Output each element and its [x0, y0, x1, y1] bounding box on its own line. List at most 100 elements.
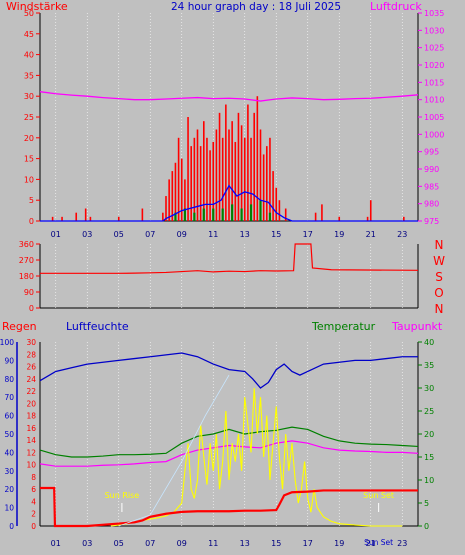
top-x-tick-label: 13 [240, 230, 250, 239]
compass-label: S [435, 270, 443, 284]
temp-tick-label: 30 [424, 384, 434, 393]
pressure-tick-label: 975 [424, 217, 439, 226]
pressure-tick-label: 1000 [424, 130, 444, 139]
temp-tick-label: 5 [424, 499, 429, 508]
rain-tick-label: 2 [31, 510, 36, 519]
direction-line [40, 243, 419, 274]
pressure-tick-label: 1015 [424, 78, 444, 87]
temp-y-ticks: 0 5 10 15 20 25 30 35 40 [418, 338, 434, 531]
compass-label: N [435, 238, 444, 252]
direction-y-ticks: 0 90 180 270 360 [19, 240, 40, 313]
pressure-tick-label: 1010 [424, 96, 444, 105]
rain-tick-label: 26 [26, 363, 36, 372]
rain-tick-label: 22 [26, 387, 36, 396]
series-line-luftfeuchte [39, 352, 418, 389]
bottom-x-tick-label: 01 [51, 539, 61, 548]
temp-tick-label: 10 [424, 476, 434, 485]
bottom-grid [16, 342, 419, 527]
bottom-x-tick-label: 07 [145, 539, 155, 548]
wind-tick-label: 25 [24, 113, 34, 122]
rain-tick-label: 4 [31, 497, 36, 506]
rain-tick-label: 24 [26, 375, 36, 384]
direction-tick-label: 0 [29, 304, 34, 313]
top-x-ticks: 01 03 05 07 09 11 13 15 17 19 21 23 [51, 230, 408, 239]
humidity-y-ticks: 0 10 20 30 40 50 60 70 80 90 100 [0, 338, 14, 531]
bottom-x-tick-label: 23 [397, 539, 407, 548]
wind-y-ticks: 0 5 10 15 20 25 30 35 40 45 50 [24, 9, 40, 226]
wind-tick-label: 40 [24, 51, 34, 60]
top-x-tick-label: 23 [397, 230, 407, 239]
bottom-x-tick-label: 03 [82, 539, 92, 548]
temperature-legend: Temperatur [311, 320, 376, 333]
pressure-tick-label: 990 [424, 165, 439, 174]
humidity-tick-label: 30 [4, 467, 14, 476]
rain-tick-label: 16 [26, 424, 36, 433]
temp-tick-label: 15 [424, 453, 434, 462]
humidity-tick-label: 80 [4, 375, 14, 384]
rain-tick-label: 14 [26, 436, 36, 445]
top-x-tick-label: 21 [366, 230, 376, 239]
rain-tick-label: 18 [26, 412, 36, 421]
temp-tick-label: 25 [424, 407, 434, 416]
wind-tick-label: 50 [24, 9, 34, 18]
compass-label: O [434, 286, 443, 300]
wind-tick-label: 0 [29, 217, 34, 226]
bottom-x-tick-label: 21 [366, 539, 376, 548]
temp-tick-label: 0 [424, 522, 429, 531]
top-x-tick-label: 19 [334, 230, 344, 239]
series-line-taupunkt [39, 440, 419, 467]
wind-tick-label: 20 [24, 134, 34, 143]
compass-label: N [435, 302, 444, 316]
temp-tick-label: 20 [424, 430, 434, 439]
series-line-regen [40, 486, 418, 528]
chart-title: 24 hour graph day : 18 Juli 2025 [171, 1, 341, 13]
pressure-tick-label: 1025 [424, 44, 444, 53]
wind-bars [51, 96, 405, 221]
wind-tick-label: 45 [24, 30, 34, 39]
humidity-tick-label: 20 [4, 485, 14, 494]
series-line-temperatur [39, 426, 419, 458]
sunrise-label: Sun Rise [105, 491, 140, 500]
direction-tick-label: 270 [19, 256, 34, 265]
humidity-tick-label: 40 [4, 448, 14, 457]
bottom-lines [39, 352, 419, 528]
top-x-tick-label: 05 [114, 230, 124, 239]
wind-tick-label: 15 [24, 155, 34, 164]
temp-tick-label: 35 [424, 361, 434, 370]
bottom-x-tick-label: 17 [303, 539, 313, 548]
dewpoint-legend: Taupunkt [391, 320, 443, 333]
sun-annotations: Sun Rise Sun Set Sun Set [105, 491, 394, 547]
bottom-x-tick-label: 13 [240, 539, 250, 548]
pressure-tick-label: 995 [424, 148, 439, 157]
bottom-x-tick-label: 15 [271, 539, 281, 548]
compass-label: W [433, 254, 445, 268]
wind-tick-label: 5 [29, 196, 34, 205]
rain-tick-label: 6 [31, 485, 36, 494]
wind-axis-title: Windstärke [6, 0, 68, 13]
rain-tick-label: 20 [26, 399, 36, 408]
top-x-tick-label: 03 [82, 230, 92, 239]
direction-line [40, 243, 419, 274]
humidity-tick-label: 100 [0, 338, 14, 347]
pressure-y-ticks: 975 980 985 990 995 1000 1005 1010 1015 1020 1025 1… [418, 9, 444, 226]
bottom-x-tick-label: 09 [177, 539, 187, 548]
humidity-tick-label: 0 [9, 522, 14, 531]
rain-tick-label: 12 [26, 448, 36, 457]
rain-legend: Regen [2, 320, 37, 333]
rain-tick-label: 8 [31, 473, 36, 482]
top-x-tick-label: 09 [177, 230, 187, 239]
pressure-tick-label: 1035 [424, 9, 444, 18]
temp-humidity-chart: Regen Luftfeuchte Temperatur Taupunkt 01… [0, 320, 443, 548]
rain-tick-label: 10 [26, 461, 36, 470]
bottom-x-tick-label: 11 [208, 539, 218, 548]
temp-tick-label: 40 [424, 338, 434, 347]
top-x-tick-label: 01 [51, 230, 61, 239]
uv-trace [118, 374, 230, 527]
wind-tick-label: 35 [24, 71, 34, 80]
direction-tick-label: 180 [19, 272, 34, 281]
